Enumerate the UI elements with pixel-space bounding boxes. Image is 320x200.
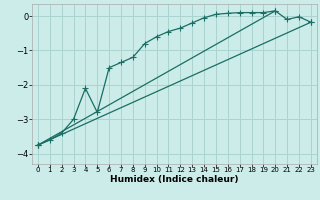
X-axis label: Humidex (Indice chaleur): Humidex (Indice chaleur) — [110, 175, 239, 184]
